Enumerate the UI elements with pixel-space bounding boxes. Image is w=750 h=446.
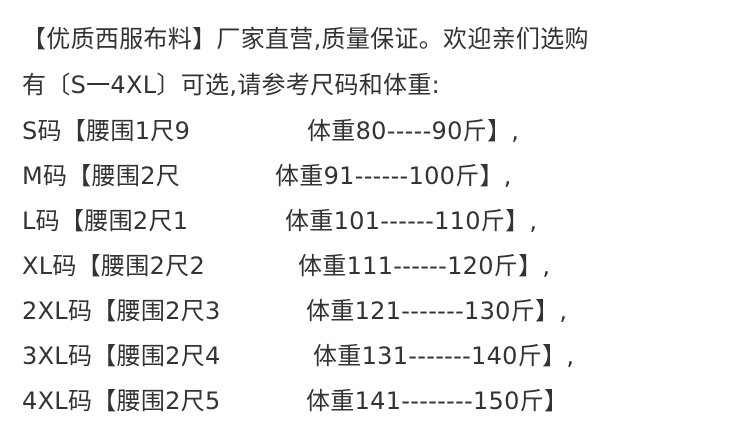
weight-range: 体重121-------130斤】, <box>306 297 568 325</box>
weight-range: 体重141--------150斤】 <box>306 387 569 415</box>
size-label: 3XL码【腰围2尺4 <box>22 342 221 370</box>
size-label: 4XL码【腰围2尺5 <box>22 387 221 415</box>
intro-line: 【优质西服布料】厂家直营,质量保证。欢迎亲们选购 <box>22 25 589 53</box>
weight-range: 体重91------100斤】, <box>275 162 512 190</box>
size-row: 4XL码【腰围2尺5 体重141--------150斤】 <box>22 386 568 416</box>
size-row: 3XL码【腰围2尺4 体重131-------140斤】, <box>22 341 574 371</box>
weight-range: 体重111------120斤】, <box>298 252 551 280</box>
intro-line: 有〔S一4XL〕可选,请参考尺码和体重: <box>22 71 441 99</box>
size-label: 2XL码【腰围2尺3 <box>22 297 221 325</box>
size-label: L码【腰围2尺1 <box>22 207 189 235</box>
size-label: M码【腰围2尺 <box>22 162 181 190</box>
size-row: XL码【腰围2尺2 体重111------120斤】, <box>22 251 550 281</box>
size-row: 2XL码【腰围2尺3 体重121-------130斤】, <box>22 296 567 326</box>
size-row: L码【腰围2尺1 体重101------110斤】, <box>22 206 537 236</box>
weight-range: 体重101------110斤】, <box>285 207 538 235</box>
weight-range: 体重80-----90斤】, <box>307 117 520 145</box>
weight-range: 体重131-------140斤】, <box>313 342 575 370</box>
size-label: XL码【腰围2尺2 <box>22 252 206 280</box>
size-row: S码【腰围1尺9 体重80-----90斤】, <box>22 116 519 146</box>
size-label: S码【腰围1尺9 <box>22 117 191 145</box>
size-row: M码【腰围2尺 体重91------100斤】, <box>22 161 511 191</box>
